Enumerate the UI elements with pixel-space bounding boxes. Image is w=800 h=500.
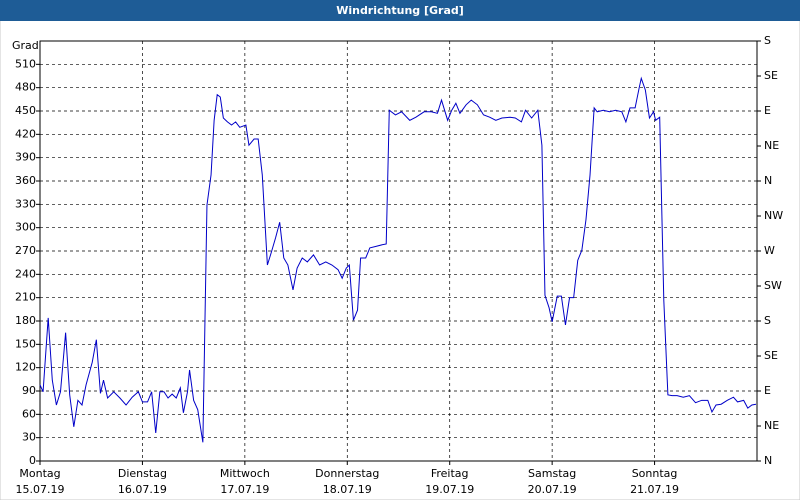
y2-tick-label: S (764, 34, 771, 47)
y-tick-label: 210 (15, 291, 36, 304)
y2-tick-label: E (764, 104, 771, 117)
y-tick-label: 450 (15, 104, 36, 117)
y-tick-label: 480 (15, 81, 36, 94)
y-tick-label: 510 (15, 57, 36, 70)
y-tick-label: 180 (15, 314, 36, 327)
y-tick-label: 90 (22, 384, 36, 397)
x-tick-label: Donnerstag 18.07.19 (315, 467, 380, 496)
y-tick-label: 330 (15, 197, 36, 210)
y2-tick-label: N (764, 454, 772, 467)
y-tick-label: 0 (29, 454, 36, 467)
x-tick-label: Dienstag 16.07.19 (117, 467, 167, 496)
x-tick-label: Mittwoch 17.07.19 (219, 467, 270, 496)
title-bar (0, 0, 800, 21)
x-tick-label: Samstag 20.07.19 (527, 467, 577, 496)
y-axis-label: Grad (12, 39, 39, 52)
y2-tick-label: NW (764, 209, 783, 222)
y-tick-label: 300 (15, 221, 36, 234)
chart-title: Windrichtung [Grad] (336, 4, 464, 17)
y2-tick-label: W (764, 244, 775, 257)
y2-tick-label: SE (764, 69, 778, 82)
y2-tick-label: E (764, 384, 771, 397)
y-tick-label: 390 (15, 151, 36, 164)
y-tick-label: 360 (15, 174, 36, 187)
data-line (39, 76, 757, 443)
y2-tick-label: SE (764, 349, 778, 362)
y2-tick-label: NE (764, 139, 779, 152)
y-tick-label: 120 (15, 361, 36, 374)
x-tick-label: Freitag 19.07.19 (425, 467, 475, 496)
y-tick-label: 420 (15, 127, 36, 140)
y2-tick-label: S (764, 314, 771, 327)
y2-tick-label: SW (764, 279, 782, 292)
x-tick-label: Sonntag 21.07.19 (630, 467, 680, 496)
y2-tick-label: N (764, 174, 772, 187)
x-tick-label: Montag 15.07.19 (15, 467, 65, 496)
y-tick-label: 150 (15, 337, 36, 350)
y-tick-label: 60 (22, 407, 36, 420)
y-tick-label: 270 (15, 244, 36, 257)
y-tick-label: 30 (22, 431, 36, 444)
y-tick-label: 240 (15, 267, 36, 280)
y2-tick-label: NE (764, 419, 779, 432)
